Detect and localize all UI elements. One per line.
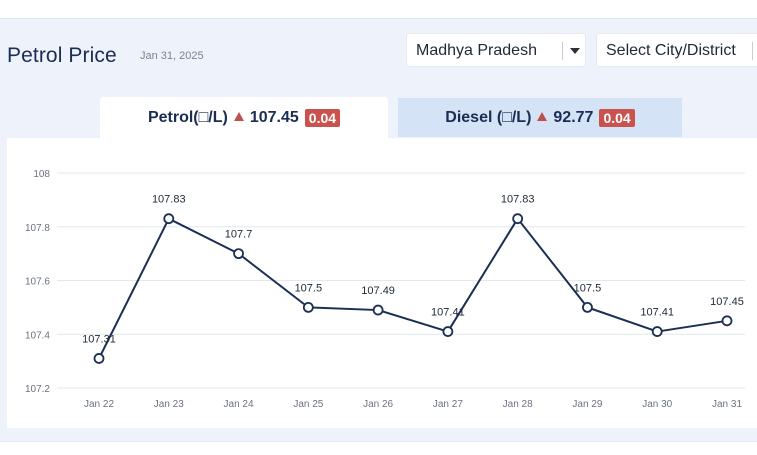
state-select[interactable]: Madhya Pradesh [406, 33, 586, 67]
data-point [233, 248, 244, 260]
x-tick-label: Jan 27 [433, 399, 463, 410]
data-label: 107.41 [640, 307, 674, 319]
data-point [512, 213, 524, 225]
tab-diesel-label: Diesel (□/L) [445, 108, 532, 126]
tab-petrol-price: 107.45 [249, 108, 299, 126]
data-point [163, 213, 175, 225]
state-select-divider [562, 42, 563, 60]
data-label: 107.5 [295, 282, 323, 294]
up-arrow-icon [537, 112, 548, 121]
data-point [93, 353, 105, 364]
data-label: 107.41 [431, 307, 465, 319]
y-tick-label: 107.2 [25, 384, 50, 395]
city-select-placeholder: Select City/District [606, 42, 736, 59]
x-tick-label: Jan 28 [503, 399, 533, 410]
data-label: 107.45 [710, 296, 744, 308]
data-point [302, 301, 314, 313]
x-tick-label: Jan 22 [84, 399, 114, 410]
data-point [582, 301, 593, 313]
city-select-divider [752, 42, 753, 60]
y-tick-label: 107.6 [25, 277, 50, 288]
data-label: 107.5 [574, 282, 602, 294]
x-tick-label: Jan 29 [572, 399, 602, 410]
x-tick-label: Jan 30 [642, 399, 672, 410]
data-label: 107.49 [361, 285, 395, 297]
data-label: 107.7 [225, 229, 253, 241]
tab-diesel[interactable]: Diesel (□/L) 92.77 0.04 [398, 98, 682, 137]
data-point [442, 326, 454, 337]
page-title: Petrol Price [7, 44, 117, 67]
tab-petrol-label: Petrol(□/L) [147, 108, 228, 126]
x-tick-label: Jan 23 [154, 399, 184, 410]
price-date: Jan 31, 2025 [140, 50, 204, 62]
chart-panel: 107.2 107.4 107.6 107.8 108 Jan 22 Jan 23 Jan 2… [7, 138, 757, 428]
data-point [651, 326, 663, 337]
x-tick-label: Jan 31 [712, 399, 742, 410]
up-arrow-icon [233, 112, 244, 121]
x-tick-label: Jan 26 [363, 399, 393, 410]
city-select[interactable]: Select City/District [596, 33, 757, 67]
tab-diesel-price: 92.77 [553, 108, 594, 126]
data-label: 107.31 [82, 333, 116, 345]
y-tick-label: 108 [33, 169, 50, 180]
price-line-chart: 107.2 107.4 107.6 107.8 108 Jan 22 Jan 23 Jan 2… [25, 169, 745, 410]
y-tick-label: 107.8 [25, 223, 50, 234]
y-tick-label: 107.4 [25, 330, 50, 341]
data-point [721, 315, 733, 327]
series-line [98, 217, 728, 359]
x-tick-label: Jan 24 [224, 399, 254, 410]
tab-petrol[interactable]: Petrol(□/L) 107.45 0.04 [100, 97, 388, 138]
chevron-down-icon[interactable] [570, 48, 580, 54]
tab-diesel-change-badge: 0.04 [599, 108, 635, 127]
data-label: 107.83 [501, 194, 535, 206]
x-tick-label: Jan 25 [293, 399, 323, 410]
data-point [372, 304, 384, 316]
state-select-value: Madhya Pradesh [416, 42, 537, 59]
data-label: 107.83 [152, 194, 186, 206]
tab-petrol-change-badge: 0.04 [304, 108, 341, 127]
